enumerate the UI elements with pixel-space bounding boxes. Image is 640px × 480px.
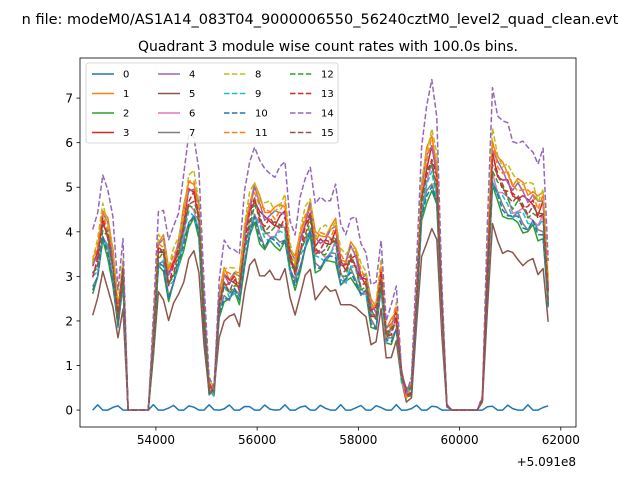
series-line-3 [91, 144, 549, 411]
y-tick-label: 2 [65, 314, 73, 328]
legend-label-10: 10 [255, 109, 268, 120]
series-line-13 [91, 153, 549, 411]
series-line-11 [91, 135, 549, 411]
legend-label-4: 4 [189, 70, 195, 81]
chart-title: Quadrant 3 module wise count rates with … [138, 39, 518, 55]
legend-label-15: 15 [321, 128, 334, 139]
legend-label-9: 9 [255, 89, 261, 100]
series-line-6 [92, 163, 549, 411]
y-tick-label: 5 [65, 181, 73, 195]
plot-area [91, 78, 549, 411]
series-line-2 [91, 184, 549, 411]
x-tick-label: 58000 [339, 433, 377, 447]
y-tick-label: 7 [65, 92, 73, 106]
legend-label-6: 6 [189, 109, 195, 120]
series-line-10 [91, 181, 549, 411]
legend-label-2: 2 [123, 109, 129, 120]
legend-label-7: 7 [189, 128, 195, 139]
x-tick-label: 56000 [238, 433, 276, 447]
y-tick-label: 6 [65, 136, 73, 150]
legend-label-12: 12 [321, 70, 334, 81]
y-tick-label: 3 [65, 270, 73, 284]
y-tick-label: 1 [65, 359, 73, 373]
legend-label-11: 11 [255, 128, 268, 139]
y-tick-label: 4 [65, 225, 73, 239]
x-tick-label: 62000 [542, 433, 580, 447]
legend-label-13: 13 [321, 89, 334, 100]
legend-label-14: 14 [321, 109, 334, 120]
series-line-15 [92, 161, 549, 411]
x-tick-label: 54000 [137, 433, 175, 447]
series-line-4 [92, 145, 549, 411]
legend-label-1: 1 [123, 89, 129, 100]
y-tick-label: 0 [65, 404, 73, 418]
legend-label-5: 5 [189, 89, 195, 100]
series-line-1 [92, 134, 549, 411]
series-line-12 [92, 163, 549, 411]
legend-label-3: 3 [123, 128, 129, 139]
legend-frame [85, 62, 339, 144]
legend-label-0: 0 [123, 70, 129, 81]
x-offset-text: +5.091e8 [517, 455, 576, 469]
legend-label-8: 8 [255, 70, 261, 81]
axes-frame [79, 57, 577, 428]
x-tick-label: 60000 [440, 433, 478, 447]
series-line-14 [91, 78, 549, 411]
series-line-9 [92, 170, 549, 411]
suptitle: n file: modeM0/AS1A14_083T04_9000006550_… [22, 12, 619, 28]
